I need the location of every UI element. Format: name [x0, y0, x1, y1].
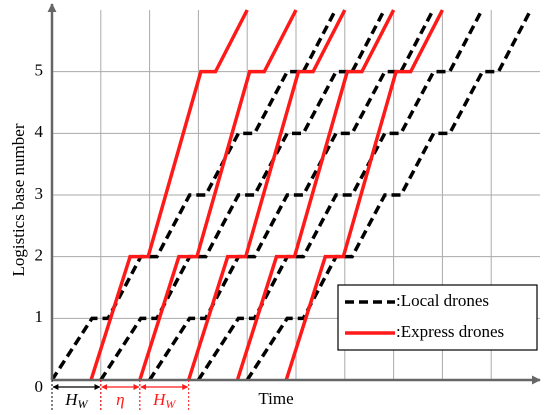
annotation-text: η [116, 390, 124, 409]
drone-line [284, 9, 444, 381]
annotation-text: H [64, 390, 79, 409]
drone-line [138, 9, 298, 381]
x-axis-label: Time [258, 389, 293, 408]
drone-line [89, 9, 249, 381]
drone-line [99, 9, 386, 381]
drone-line [196, 9, 484, 381]
y-tick-label: 0 [35, 377, 44, 396]
drone-line [235, 9, 396, 381]
legend-box [337, 284, 538, 351]
y-axis-label: Logistics base number [9, 123, 28, 276]
drone-line [186, 9, 347, 381]
drone-line [50, 9, 338, 381]
annotation-label: HW [152, 390, 176, 411]
legend-label: :Local drones [396, 291, 489, 310]
legend-label: :Express drones [396, 322, 504, 341]
drone-line [148, 9, 435, 381]
annotation-label: η [116, 390, 124, 409]
y-tick-label: 1 [35, 307, 44, 326]
drone-line [245, 9, 533, 381]
y-tick-label: 5 [35, 61, 44, 80]
annotation-label: HW [64, 390, 88, 411]
annotation-sub: W [165, 397, 176, 411]
annotation-sub: W [78, 397, 89, 411]
y-tick-label: 3 [35, 184, 44, 203]
y-tick-label: 4 [35, 122, 44, 141]
y-tick-label: 2 [35, 246, 44, 265]
annotation-text: H [152, 390, 167, 409]
